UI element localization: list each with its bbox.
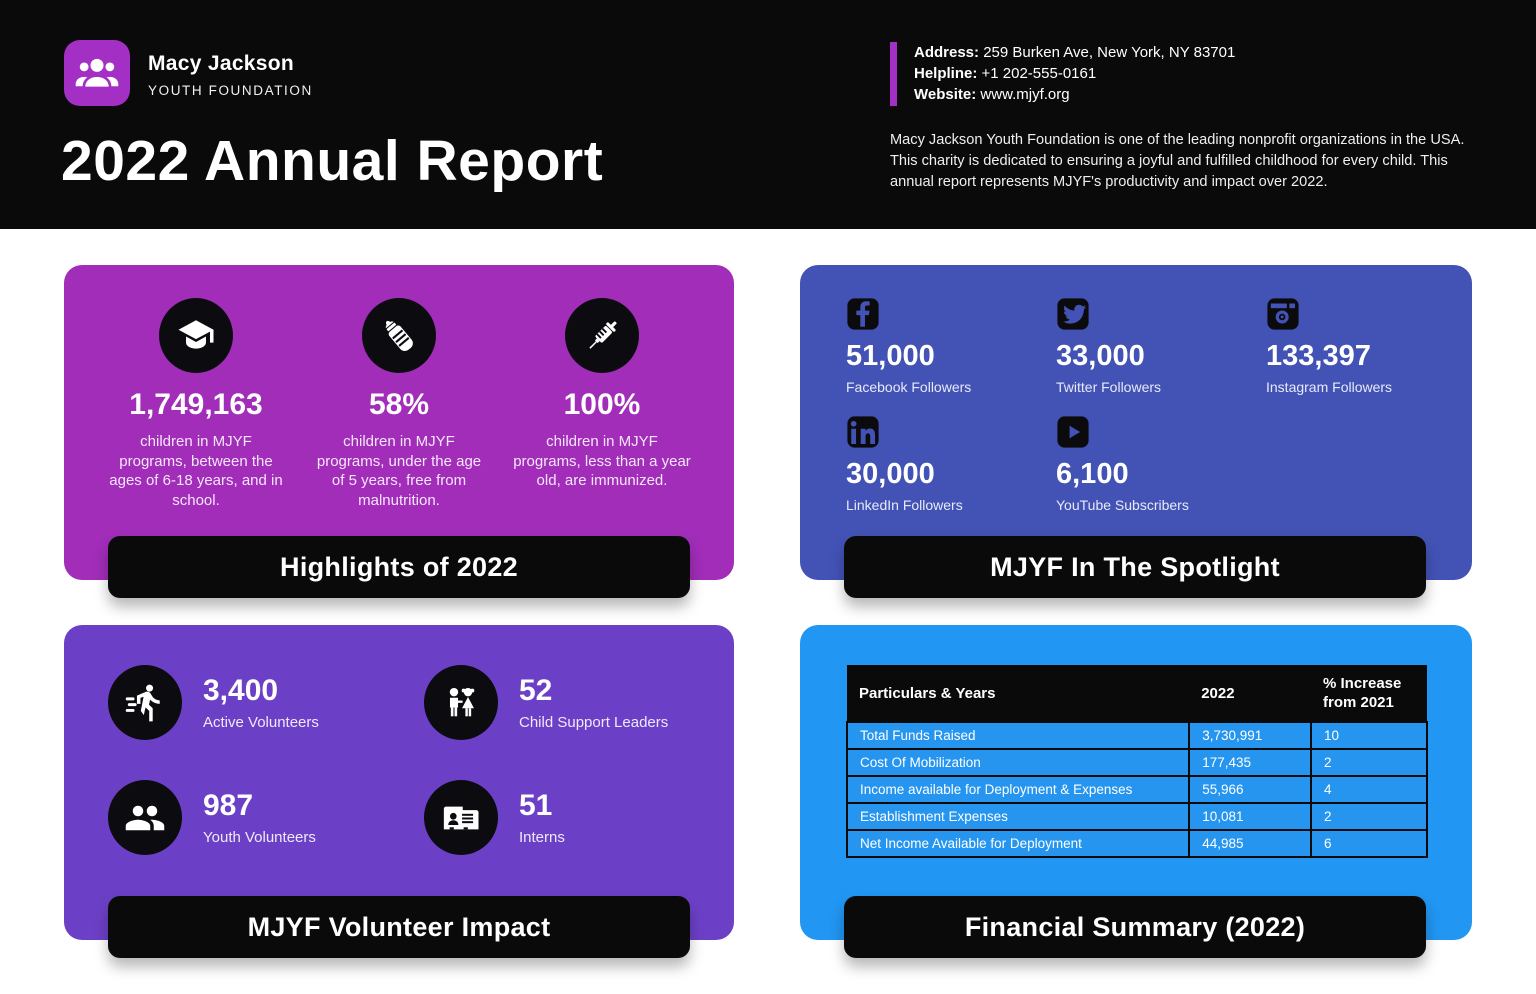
social-stat: 51,000 Facebook Followers xyxy=(846,297,971,395)
linkedin-icon xyxy=(847,416,879,448)
volunteer-stat: 987 Youth Volunteers xyxy=(108,780,316,855)
table-header-row: Particulars & Years 2022 % Increase from… xyxy=(847,665,1427,722)
children-icon xyxy=(449,687,475,716)
highlights-card: 1,749,163 children in MJYF programs, bet… xyxy=(64,265,734,598)
stat-description: children in MJYF programs, under the age… xyxy=(316,433,482,509)
stat-description: children in MJYF programs, between the a… xyxy=(109,433,283,509)
highlight-item: 1,749,163 children in MJYF programs, bet… xyxy=(96,298,296,510)
stat-label: Interns xyxy=(519,829,565,846)
stat-label: LinkedIn Followers xyxy=(846,497,963,513)
column-header: Particulars & Years xyxy=(847,665,1190,722)
table-row: Establishment Expenses 10,081 2 xyxy=(845,802,1429,831)
stat-value: 30,000 xyxy=(846,458,935,490)
org-subtitle: YOUTH FOUNDATION xyxy=(148,83,313,98)
highlight-item: 58% children in MJYF programs, under the… xyxy=(299,298,499,510)
stat-label: Instagram Followers xyxy=(1266,379,1393,395)
stat-value: 51,000 xyxy=(846,340,935,372)
social-stat: 6,100 YouTube Subscribers xyxy=(1056,415,1189,513)
stat-label: YouTube Subscribers xyxy=(1056,497,1189,513)
syringe-icon xyxy=(589,320,617,349)
spotlight-card: 51,000 Facebook Followers 33,000 Twitter… xyxy=(800,265,1472,598)
org-name: Macy Jackson xyxy=(148,52,295,75)
header: Macy Jackson YOUTH FOUNDATION 2022 Annua… xyxy=(0,0,1536,229)
volunteer-stat: 3,400 Active Volunteers xyxy=(108,665,319,740)
table-row: Total Funds Raised 3,730,991 10 xyxy=(845,721,1429,750)
runner-icon xyxy=(125,684,160,721)
stat-value: 51 xyxy=(519,789,553,822)
volunteer-stat: 51 Interns xyxy=(424,780,565,855)
social-stat: 133,397 Instagram Followers xyxy=(1266,297,1392,395)
page-title: 2022 Annual Report xyxy=(61,129,604,193)
volunteer-card: 3,400 Active Volunteers xyxy=(64,625,734,958)
org-description: Macy Jackson Youth Foundation is one of … xyxy=(890,132,1465,190)
table-row: Cost Of Mobilization 177,435 2 xyxy=(845,748,1429,777)
org-identity: Macy Jackson YOUTH FOUNDATION xyxy=(148,52,313,98)
stat-label: Child Support Leaders xyxy=(519,714,669,731)
stat-label: Twitter Followers xyxy=(1056,379,1162,395)
column-header: % Increase from 2021 xyxy=(1310,665,1427,722)
stat-value: 33,000 xyxy=(1056,340,1145,372)
people-icon xyxy=(125,805,165,830)
contact-address: Address: 259 Burken Ave, New York, NY 83… xyxy=(914,44,1236,61)
stat-value: 3,400 xyxy=(203,674,279,707)
stat-value: 133,397 xyxy=(1266,340,1371,372)
stat-value: 52 xyxy=(519,674,553,707)
contact-website: Website: www.mjyf.org xyxy=(914,86,1070,103)
financial-card: Particulars & Years 2022 % Increase from… xyxy=(800,625,1472,958)
social-stat: 33,000 Twitter Followers xyxy=(1056,297,1161,395)
column-header: 2022 xyxy=(1189,665,1311,722)
stat-value: 58% xyxy=(368,388,430,421)
financial-banner: Financial Summary (2022) xyxy=(844,896,1426,958)
table-row: Net Income Available for Deployment 44,9… xyxy=(845,829,1429,858)
graduation-cap-icon xyxy=(178,319,214,349)
financial-table: Particulars & Years 2022 % Increase from… xyxy=(845,665,1429,858)
facebook-icon xyxy=(847,298,879,330)
id-card-icon xyxy=(443,806,479,829)
stat-value: 6,100 xyxy=(1056,458,1129,490)
volunteer-stat: 52 Child Support Leaders xyxy=(424,665,668,740)
stat-label: Facebook Followers xyxy=(846,379,972,395)
volunteer-banner: MJYF Volunteer Impact xyxy=(108,896,690,958)
contact-accent-bar xyxy=(890,42,897,106)
baby-bottle-icon xyxy=(385,320,413,351)
stat-label: Youth Volunteers xyxy=(203,829,316,846)
social-stat: 30,000 LinkedIn Followers xyxy=(846,415,963,513)
highlight-item: 100% children in MJYF programs, less tha… xyxy=(502,298,702,510)
stat-value: 1,749,163 xyxy=(129,388,263,421)
instagram-icon xyxy=(1267,298,1299,330)
contact-block: Address: 259 Burken Ave, New York, NY 83… xyxy=(914,42,1235,105)
twitter-icon xyxy=(1057,298,1089,330)
highlights-banner: Highlights of 2022 xyxy=(108,536,690,598)
stat-value: 100% xyxy=(563,388,641,421)
org-logo xyxy=(64,40,130,106)
people-group-icon xyxy=(75,58,119,87)
stat-label: Active Volunteers xyxy=(203,714,319,731)
table-row: Income available for Deployment & Expens… xyxy=(845,775,1429,804)
stat-description: children in MJYF programs, less than a y… xyxy=(513,433,691,489)
contact-helpline: Helpline: +1 202-555-0161 xyxy=(914,65,1097,82)
youtube-icon xyxy=(1057,416,1089,448)
spotlight-banner: MJYF In The Spotlight xyxy=(844,536,1426,598)
stat-value: 987 xyxy=(203,789,254,822)
